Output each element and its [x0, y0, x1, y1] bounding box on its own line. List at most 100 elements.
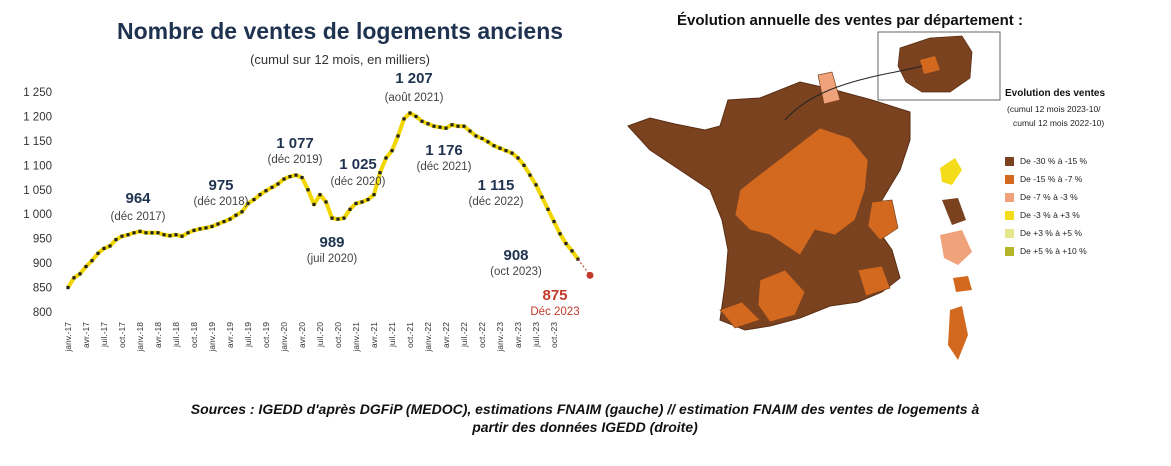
- y-tick-label: 1 000: [23, 209, 52, 221]
- legend-subtitle-1: (cumul 12 mois 2023-10/: [1007, 104, 1101, 114]
- data-point: [192, 228, 196, 232]
- x-tick-label: avr.-17: [81, 322, 91, 348]
- data-point: [108, 244, 112, 248]
- data-point: [498, 146, 502, 150]
- data-point: [414, 114, 418, 119]
- x-tick-label: janv.-23: [495, 322, 505, 353]
- legend-label: De -15 % à -7 %: [1020, 174, 1083, 184]
- x-tick-label: avr.-20: [297, 322, 307, 348]
- legend-swatch: [1005, 174, 1014, 184]
- data-point: [444, 126, 448, 130]
- legend-title: Evolution des ventes: [1005, 88, 1106, 99]
- data-point: [228, 217, 232, 221]
- data-point: [150, 231, 154, 235]
- data-point: [510, 151, 514, 155]
- data-point: [78, 272, 82, 276]
- y-tick-label: 1 250: [23, 87, 52, 99]
- data-point: [390, 149, 394, 153]
- data-point: [204, 226, 208, 230]
- annotation-value: 964: [125, 190, 151, 207]
- data-point: [348, 207, 352, 211]
- legend-item: De +3 % à +5 %: [1005, 228, 1082, 238]
- data-point: [462, 124, 466, 128]
- sources-note: Sources : IGEDD d'après DGFiP (MEDOC), e…: [100, 400, 1070, 436]
- annotation-label: (juil 2020): [307, 253, 358, 265]
- region-orange-pyrenees: [719, 301, 761, 329]
- paris-inset-center: [920, 56, 940, 74]
- annotation-label: Déc 2023: [530, 306, 579, 318]
- data-point: [450, 123, 454, 127]
- data-point: [168, 234, 172, 238]
- data-point: [330, 216, 334, 220]
- data-point: [378, 171, 382, 175]
- data-point: [564, 241, 568, 246]
- chart-title: Nombre de ventes de logements anciens: [116, 18, 564, 44]
- annotation-label: (déc 2019): [268, 154, 323, 166]
- data-point: [474, 134, 478, 138]
- la-reunion: [953, 276, 972, 292]
- martinique: [942, 198, 966, 225]
- line-chart: 800 850 900 950 1 000 1 050 1 100 1 150 1 200 1 2…: [23, 70, 594, 353]
- data-point: [534, 183, 538, 187]
- chart-subtitle: (cumul sur 12 mois, en milliers): [250, 52, 430, 67]
- annotation-value: 1 077: [276, 135, 314, 152]
- data-point: [174, 233, 178, 237]
- x-tick-label: juil.-20: [315, 322, 325, 348]
- data-point: [312, 202, 316, 207]
- data-point: [120, 234, 124, 238]
- data-point: [504, 149, 508, 153]
- data-point: [360, 200, 364, 204]
- legend-label: De -7 % à -3 %: [1020, 192, 1078, 202]
- data-point: [540, 195, 544, 199]
- x-tick-label: avr.-22: [441, 322, 451, 348]
- x-tick-label: juil.-21: [387, 322, 397, 348]
- data-point: [546, 207, 550, 211]
- legend-label: De -3 % à +3 %: [1020, 210, 1080, 220]
- y-tick-label: 950: [33, 234, 52, 246]
- data-point: [372, 193, 376, 197]
- x-tick-label: avr.-18: [153, 322, 163, 348]
- data-point: [84, 264, 88, 269]
- legend-label: De +5 % à +10 %: [1020, 246, 1087, 256]
- y-tick-label: 900: [33, 258, 52, 270]
- annotation-value: 989: [319, 234, 344, 251]
- data-point: [552, 219, 556, 224]
- data-point: [570, 249, 574, 253]
- data-point: [438, 125, 442, 129]
- data-point: [420, 119, 424, 123]
- y-tick-label: 1 150: [23, 136, 52, 148]
- data-point: [558, 232, 562, 236]
- legend-label: De -30 % à -15 %: [1020, 156, 1088, 166]
- data-point: [240, 210, 244, 214]
- data-point: [324, 200, 328, 204]
- data-point: [252, 197, 256, 202]
- data-point: [270, 185, 274, 189]
- data-point: [486, 140, 490, 144]
- data-point: [66, 285, 70, 290]
- data-point: [162, 233, 166, 237]
- annotation-label: (déc 2021): [417, 161, 472, 173]
- legend-swatch: [1005, 246, 1014, 256]
- data-point: [306, 188, 310, 192]
- legend-item: De -30 % à -15 %: [1005, 156, 1087, 166]
- legend-item: De +5 % à +10 %: [1005, 246, 1087, 256]
- x-tick-label: avr.-21: [369, 322, 379, 348]
- region-orange-southwest: [757, 269, 806, 323]
- annotation-value: 1 025: [339, 156, 377, 173]
- annotation-value: 975: [208, 177, 233, 194]
- data-point: [246, 201, 250, 206]
- data-point: [456, 124, 460, 128]
- data-point: [114, 238, 118, 242]
- y-tick-label: 1 050: [23, 185, 52, 197]
- legend-swatch: [1005, 228, 1014, 238]
- x-tick-label: oct.-17: [117, 322, 127, 348]
- y-tick-label: 850: [33, 283, 52, 295]
- legend-item: De -15 % à -7 %: [1005, 174, 1082, 184]
- data-point: [132, 231, 136, 235]
- data-point: [516, 156, 520, 160]
- data-point: [198, 227, 202, 231]
- data-point: [144, 231, 148, 235]
- data-point: [492, 144, 496, 148]
- data-point: [276, 182, 280, 186]
- data-point: [384, 156, 388, 160]
